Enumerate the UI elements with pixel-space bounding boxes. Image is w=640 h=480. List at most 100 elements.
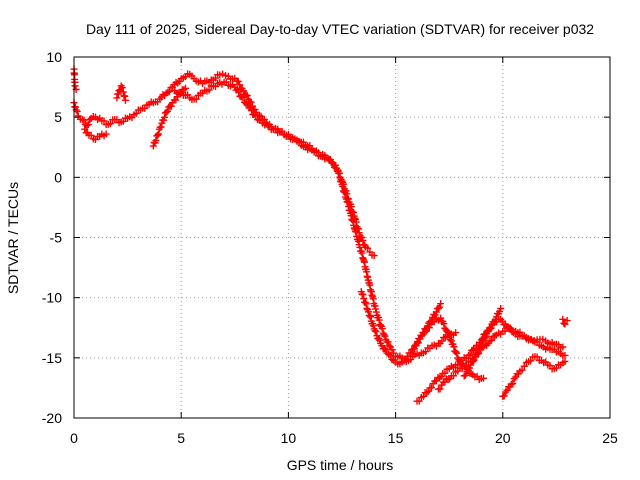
data-point <box>441 369 449 377</box>
data-point <box>469 346 477 354</box>
data-point <box>382 346 390 354</box>
data-point <box>436 303 444 311</box>
data-point <box>234 77 242 85</box>
y-tick-label: -5 <box>50 230 63 246</box>
data-point <box>366 312 374 320</box>
data-point <box>152 137 160 145</box>
data-point <box>351 214 359 222</box>
data-point <box>326 156 334 164</box>
data-point <box>440 320 448 328</box>
data-point <box>252 112 260 120</box>
series-late-trace-e <box>499 353 569 400</box>
data-point <box>84 121 92 129</box>
data-point <box>242 100 250 108</box>
y-tick-label: 0 <box>54 169 62 185</box>
data-point <box>102 130 110 138</box>
data-point <box>419 392 427 400</box>
data-point <box>386 351 394 359</box>
series-late-trace-f <box>559 315 571 328</box>
data-point <box>360 295 368 303</box>
data-point <box>344 195 352 203</box>
data-point <box>561 357 569 365</box>
data-point <box>370 252 378 260</box>
data-point <box>502 388 510 396</box>
data-point <box>160 113 168 121</box>
data-point <box>248 106 256 114</box>
data-point <box>385 350 393 358</box>
series-upper-trace <box>171 78 378 260</box>
data-point <box>423 389 431 397</box>
data-point <box>487 324 495 332</box>
data-point <box>243 92 251 100</box>
data-point <box>450 343 458 351</box>
data-point <box>432 308 440 316</box>
x-axis-label: GPS time / hours <box>287 457 394 473</box>
data-point <box>338 177 346 185</box>
data-point <box>359 291 367 299</box>
data-point <box>369 322 377 330</box>
data-point <box>361 298 369 306</box>
data-point <box>114 90 122 98</box>
data-point <box>119 88 127 96</box>
data-point <box>380 331 388 339</box>
data-point <box>73 107 81 115</box>
data-point <box>449 372 457 380</box>
data-point <box>165 87 173 95</box>
data-point <box>192 95 200 103</box>
data-point <box>527 357 535 365</box>
data-point <box>364 244 372 252</box>
data-point <box>239 94 247 102</box>
data-point <box>415 397 423 405</box>
x-tick-label: 10 <box>281 430 297 446</box>
data-point <box>154 130 162 138</box>
data-point <box>412 341 420 349</box>
data-point <box>121 96 129 104</box>
data-point <box>205 86 213 94</box>
data-point <box>162 108 170 116</box>
data-point <box>378 325 386 333</box>
data-point <box>428 384 436 392</box>
data-point <box>421 329 429 337</box>
data-point <box>159 91 167 99</box>
data-point <box>436 385 444 393</box>
data-point <box>335 169 343 177</box>
x-tick-label: 15 <box>388 430 404 446</box>
data-point <box>417 332 425 340</box>
data-point <box>343 190 351 198</box>
data-point <box>385 342 393 350</box>
data-point <box>372 328 380 336</box>
data-point <box>358 249 366 257</box>
y-tick-label: -20 <box>42 410 62 426</box>
data-point <box>437 300 445 308</box>
data-point <box>491 332 499 340</box>
data-point <box>520 362 528 370</box>
data-point <box>359 236 367 244</box>
data-point <box>561 351 569 359</box>
data-point <box>498 317 506 325</box>
data-point <box>380 344 388 352</box>
data-point <box>422 327 430 335</box>
data-point <box>443 327 451 335</box>
data-layer <box>70 65 571 405</box>
data-point <box>375 316 383 324</box>
x-tick-label: 5 <box>177 430 185 446</box>
data-point <box>163 107 171 115</box>
data-point <box>376 336 384 344</box>
y-tick-label: 5 <box>54 109 62 125</box>
data-point <box>352 218 360 226</box>
data-point <box>461 371 469 379</box>
data-point <box>367 313 375 321</box>
data-point <box>340 180 348 188</box>
data-point <box>344 194 352 202</box>
data-point <box>347 203 355 211</box>
data-point <box>466 350 474 358</box>
data-point <box>349 208 357 216</box>
data-point <box>444 329 452 337</box>
data-point <box>180 86 188 94</box>
data-point <box>81 125 89 133</box>
data-point <box>237 93 245 101</box>
data-point <box>363 304 371 312</box>
y-tick-label: -10 <box>42 290 62 306</box>
data-point <box>438 337 446 345</box>
